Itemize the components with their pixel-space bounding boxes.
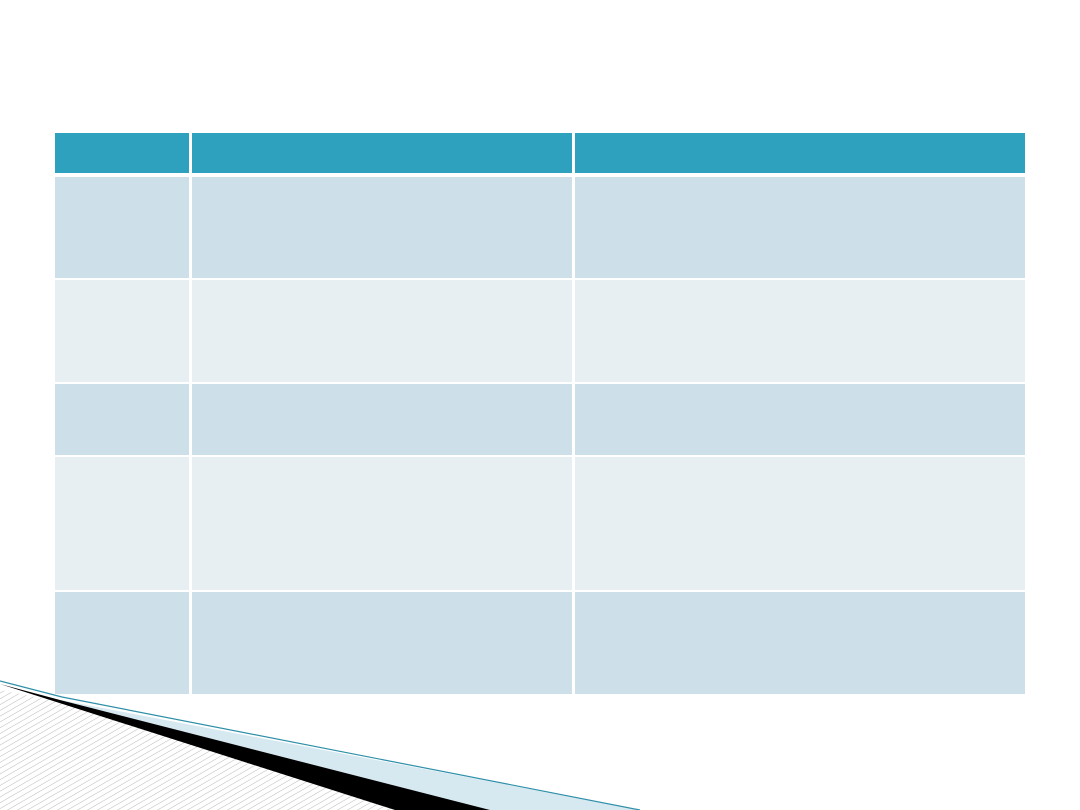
accent-line [0,680,641,810]
table-cell [192,177,572,278]
table-cell [55,177,189,278]
table-cell [575,592,1025,694]
table-cell [575,280,1025,382]
table-cell [192,384,572,455]
table-cell [192,592,572,694]
table-cell [55,280,189,382]
table-cell [55,384,189,455]
corner-decoration [0,680,641,810]
table-cell [575,177,1025,278]
table-cell [575,457,1025,590]
header-cell [55,133,189,173]
table-cell [192,457,572,590]
header-cell [575,133,1025,173]
table-cell [192,280,572,382]
table-cell [55,457,189,590]
light-wedge [60,700,640,810]
table-cell [55,592,189,694]
table [55,133,1025,694]
table-cell [575,384,1025,455]
hatched-wedge [0,690,395,810]
header-cell [192,133,572,173]
